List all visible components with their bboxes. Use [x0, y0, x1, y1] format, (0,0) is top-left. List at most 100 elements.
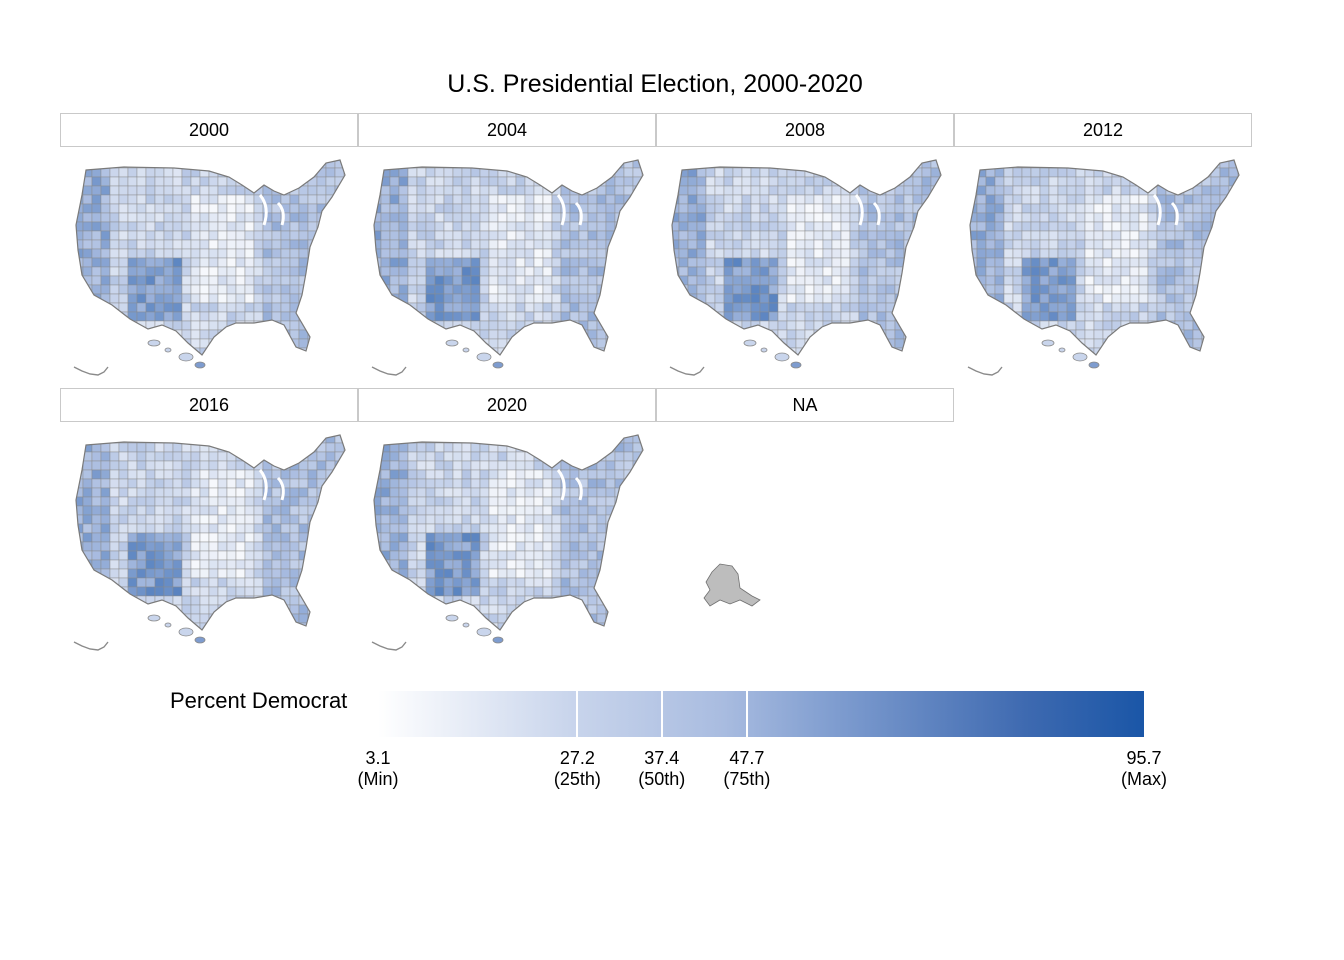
county-cell: [479, 248, 490, 259]
county-cell: [506, 275, 517, 286]
county-cell: [795, 176, 806, 187]
county-cell: [524, 505, 535, 516]
county-cell: [777, 266, 788, 277]
county-cell: [1075, 293, 1086, 304]
county-cell: [226, 212, 237, 223]
county-cell: [1183, 194, 1194, 205]
county-cell: [569, 221, 580, 232]
county-cell: [407, 514, 418, 525]
county-cell: [416, 293, 427, 304]
county-cell: [1147, 221, 1158, 232]
county-cell: [434, 194, 445, 205]
county-cell: [1111, 302, 1122, 313]
county-cell: [289, 550, 300, 561]
county-cell: [515, 221, 526, 232]
county-cell: [434, 478, 445, 489]
county-cell: [154, 221, 165, 232]
county-cell: [623, 451, 634, 462]
county-cell: [551, 496, 562, 507]
county-cell: [199, 329, 210, 340]
county-cell: [190, 293, 201, 304]
county-cell: [425, 230, 436, 241]
county-cell: [1012, 221, 1023, 232]
county-cell: [497, 496, 508, 507]
county-cell: [1138, 320, 1149, 331]
county-cell: [569, 514, 580, 525]
county-cell: [398, 257, 409, 268]
county-cell: [786, 194, 797, 205]
county-cell: [614, 469, 625, 480]
county-cell: [1003, 212, 1014, 223]
county-cell: [226, 442, 237, 453]
county-cell: [199, 221, 210, 232]
county-cell: [587, 469, 598, 480]
county-cell: [849, 203, 860, 214]
county-cell: [407, 275, 418, 286]
county-cell: [1030, 284, 1041, 295]
county-cell: [280, 550, 291, 561]
county-cell: [470, 541, 481, 552]
county-cell: [542, 311, 553, 322]
county-cell: [542, 523, 553, 534]
county-cell: [407, 523, 418, 534]
county-cell: [244, 586, 255, 597]
county-cell: [118, 266, 129, 277]
county-cell: [994, 257, 1005, 268]
county-cell: [1039, 160, 1050, 169]
county-cell: [551, 523, 562, 534]
county-cell: [1066, 257, 1077, 268]
county-cell: [389, 185, 400, 196]
county-cell: [91, 221, 102, 232]
county-cell: [885, 248, 896, 259]
county-cell: [479, 302, 490, 313]
county-cell: [515, 451, 526, 462]
county-cell: [795, 284, 806, 295]
county-cell: [1165, 257, 1176, 268]
county-cell: [596, 212, 607, 223]
county-cell: [885, 212, 896, 223]
county-cell: [1003, 248, 1014, 259]
county-cell: [100, 460, 111, 471]
county-cell: [1129, 275, 1140, 286]
county-cell: [145, 487, 156, 498]
county-cell: [181, 176, 192, 187]
county-cell: [623, 176, 634, 187]
county-cell: [425, 532, 436, 543]
county-cell: [470, 239, 481, 250]
county-cell: [867, 266, 878, 277]
county-cell: [91, 212, 102, 223]
county-cell: [109, 221, 120, 232]
county-cell: [118, 487, 129, 498]
county-cell: [163, 435, 174, 444]
county-cell: [1012, 248, 1023, 259]
county-cell: [118, 532, 129, 543]
county-cell: [1093, 167, 1104, 178]
county-cell: [605, 194, 616, 205]
county-cell: [253, 559, 264, 570]
county-cell: [443, 541, 454, 552]
facet-strip-2008: 2008: [656, 113, 954, 147]
county-cell: [687, 185, 698, 196]
map-panel-2012: [958, 155, 1248, 380]
county-cell: [1111, 257, 1122, 268]
county-cell: [109, 541, 120, 552]
county-cell: [181, 203, 192, 214]
county-cell: [109, 532, 120, 543]
county-cell: [569, 550, 580, 561]
county-cell: [1111, 185, 1122, 196]
county-cell: [813, 230, 824, 241]
county-cell: [506, 586, 517, 597]
county-cell: [533, 320, 544, 331]
county-cell: [226, 185, 237, 196]
chart-title: U.S. Presidential Election, 2000-2020: [447, 70, 863, 98]
county-cell: [91, 532, 102, 543]
county-cell: [443, 505, 454, 516]
county-cell: [127, 469, 138, 480]
county-cell: [380, 487, 391, 498]
hawaii-island: [462, 622, 470, 628]
county-cell: [1102, 257, 1113, 268]
county-cell: [696, 284, 707, 295]
county-cell: [181, 613, 192, 624]
county-cell: [542, 541, 553, 552]
county-cell: [515, 284, 526, 295]
